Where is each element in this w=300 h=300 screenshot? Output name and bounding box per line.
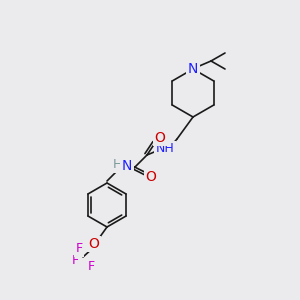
Text: F: F [87,260,94,274]
Text: O: O [154,131,165,145]
Text: O: O [146,170,156,184]
Text: N: N [188,62,198,76]
Text: NH: NH [156,142,174,155]
Text: O: O [88,237,99,251]
Text: F: F [75,242,82,256]
Text: H: H [112,158,122,172]
Text: F: F [71,254,79,268]
Text: N: N [122,159,132,173]
